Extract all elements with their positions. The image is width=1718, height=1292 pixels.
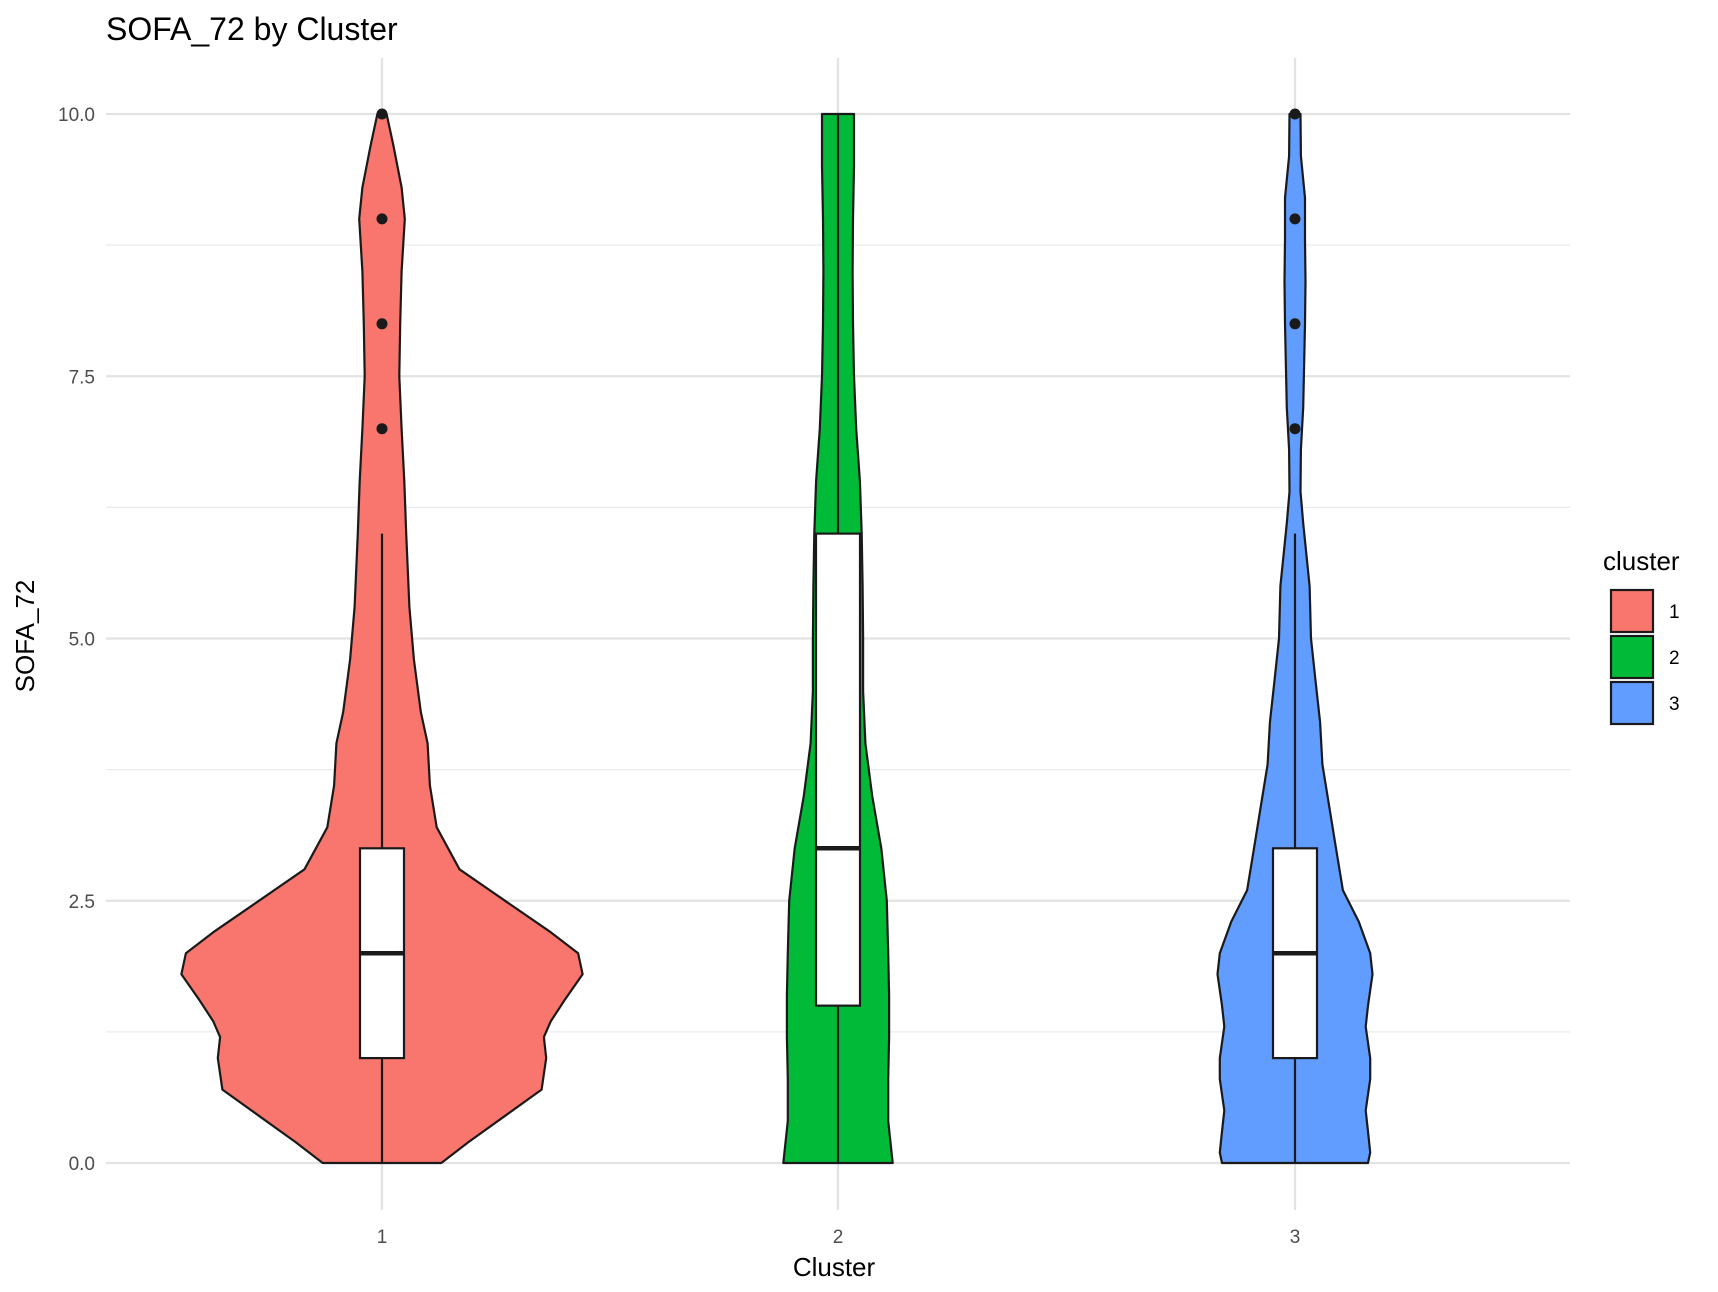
outlier-point-cluster-1 bbox=[376, 108, 388, 120]
y-tick-label: 7.5 bbox=[69, 367, 95, 388]
legend-key-cluster-2 bbox=[1609, 634, 1655, 680]
outlier-point-cluster-1 bbox=[376, 423, 388, 435]
legend-label-cluster-3: 3 bbox=[1669, 694, 1680, 715]
y-tick-label: 2.5 bbox=[69, 892, 95, 913]
legend-label-cluster-2: 2 bbox=[1669, 648, 1680, 669]
outlier-point-cluster-3 bbox=[1289, 318, 1301, 330]
x-tick-label: 3 bbox=[1290, 1227, 1301, 1248]
box-iqr-cluster-2 bbox=[814, 532, 862, 1007]
legend: cluster 1 2 3 bbox=[1603, 546, 1680, 726]
y-axis-tick-labels: 0.0 2.5 5.0 7.5 10.0 bbox=[58, 105, 95, 1175]
outlier-point-cluster-3 bbox=[1289, 213, 1301, 225]
x-axis-tick-labels: 1 2 3 bbox=[377, 1227, 1301, 1248]
boxplots bbox=[358, 114, 1319, 1163]
outlier-point-cluster-1 bbox=[376, 318, 388, 330]
y-tick-label: 10.0 bbox=[58, 105, 95, 126]
legend-key-cluster-3 bbox=[1609, 680, 1655, 726]
legend-key-cluster-1 bbox=[1609, 588, 1655, 634]
y-tick-label: 0.0 bbox=[69, 1154, 95, 1175]
x-tick-label: 1 bbox=[377, 1227, 388, 1248]
outlier-point-cluster-3 bbox=[1289, 108, 1301, 120]
y-tick-label: 5.0 bbox=[69, 630, 95, 651]
y-axis-title: SOFA_72 bbox=[10, 580, 40, 693]
x-tick-label: 2 bbox=[833, 1227, 844, 1248]
outlier-point-cluster-1 bbox=[376, 213, 388, 225]
x-axis-title: Cluster bbox=[793, 1252, 876, 1282]
legend-title: cluster bbox=[1603, 546, 1680, 576]
legend-items: 1 2 3 bbox=[1609, 588, 1680, 726]
outlier-point-cluster-3 bbox=[1289, 423, 1301, 435]
legend-label-cluster-1: 1 bbox=[1669, 602, 1680, 623]
chart-title: SOFA_72 by Cluster bbox=[106, 11, 398, 47]
outlier-points bbox=[376, 108, 1301, 435]
